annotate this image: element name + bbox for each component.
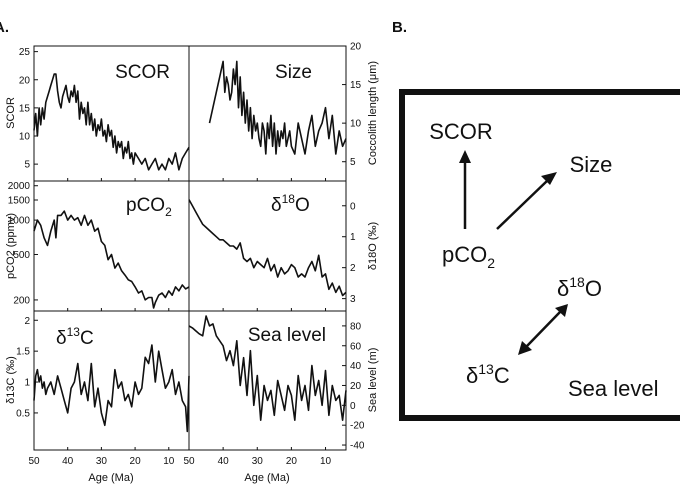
xtick-label-d13c: 50	[28, 456, 40, 467]
series-line-pco2	[33, 210, 190, 309]
ytick-label-size: 20	[350, 42, 362, 53]
series-line-d13c	[33, 344, 190, 433]
ytick-label-sealevel: 40	[350, 361, 362, 372]
ytick-label-pco2: 500	[13, 250, 30, 261]
ytick-label-pco2: 1500	[8, 195, 31, 206]
plot-marks: 510152025510152020050010001500200001230.…	[8, 42, 365, 468]
xlabel-right: Age (Ma)	[244, 472, 289, 484]
ylabel-scor: SCOR	[5, 97, 17, 129]
ytick-label-pco2: 2000	[8, 181, 31, 192]
frame-d18o	[188, 180, 347, 312]
arrow-pco2-scor	[459, 150, 471, 229]
node-pco2: pCO2	[442, 242, 495, 271]
ytick-label-scor: 10	[19, 132, 31, 143]
node-d18o-tail: O	[585, 276, 602, 301]
panel-a: 510152025510152020050010001500200001230.…	[5, 42, 379, 485]
node-size: Size	[570, 152, 613, 177]
title-scor: SCOR	[115, 62, 170, 83]
node-scor: SCOR	[429, 119, 493, 144]
title-sealevel: Sea level	[248, 325, 326, 346]
ylabel-sealevel: Sea level (m)	[367, 348, 379, 413]
ytick-label-sealevel: -40	[350, 441, 365, 452]
title-d13c-tail: C	[80, 328, 94, 349]
xtick-label-d13c: 10	[163, 456, 175, 467]
node-pco2-sub: 2	[487, 255, 495, 271]
title-pco2-main: pCO	[126, 195, 165, 216]
node-sealevel: Sea level	[568, 376, 659, 401]
title-d13c: δ13C	[56, 325, 94, 349]
ytick-label-size: 10	[350, 119, 362, 130]
ytick-label-size: 15	[350, 80, 362, 91]
xtick-label-sealevel: 50	[183, 456, 195, 467]
title-d18o: δ18O	[271, 192, 310, 216]
ytick-label-d13c: 1	[24, 378, 30, 389]
series-line-sealevel	[188, 315, 347, 422]
xtick-label-sealevel: 10	[320, 456, 332, 467]
ylabel-d13c: δ13C (‰)	[5, 356, 17, 404]
arrow-d13c-d18o-double	[518, 304, 568, 355]
series-line-size	[208, 60, 347, 155]
node-d13c: δ13C	[466, 361, 510, 388]
xlabel-left: Age (Ma)	[88, 472, 133, 484]
title-d18o-tail: O	[295, 195, 310, 216]
panel-b-letter: B.	[392, 19, 407, 36]
ytick-label-pco2: 200	[13, 295, 30, 306]
xtick-label-d13c: 20	[130, 456, 142, 467]
ytick-label-d13c: 1.5	[16, 347, 30, 358]
ytick-label-size: 5	[350, 157, 356, 168]
series-line-scor	[33, 73, 190, 171]
node-d18o-sup: 18	[569, 274, 585, 290]
ytick-label-d18o: 2	[350, 263, 356, 274]
title-d13c-sup: 13	[67, 325, 81, 339]
ylabel-pco2: pCO2 (ppmv)	[5, 213, 17, 279]
xtick-label-sealevel: 20	[286, 456, 298, 467]
xtick-label-sealevel: 30	[252, 456, 264, 467]
ytick-label-d13c: 2	[24, 316, 30, 327]
ytick-label-d18o: 1	[350, 232, 356, 243]
node-pco2-main: pCO	[442, 242, 487, 267]
xtick-label-d13c: 40	[62, 456, 74, 467]
node-d13c-sup: 13	[478, 361, 494, 377]
node-d18o-main: δ	[557, 276, 569, 301]
arrow-pco2-size	[496, 172, 557, 230]
diagram-box	[399, 89, 680, 421]
frame-pco2	[33, 180, 190, 312]
title-pco2-sub: 2	[165, 205, 172, 219]
title-pco2: pCO2	[126, 195, 172, 219]
ytick-label-scor: 20	[19, 75, 31, 86]
ytick-label-scor: 15	[19, 103, 31, 114]
title-d13c-main: δ	[56, 328, 67, 349]
ytick-label-sealevel: -20	[350, 421, 365, 432]
xtick-label-d13c: 30	[96, 456, 108, 467]
xtick-label-sealevel: 40	[218, 456, 230, 467]
series-line-d18o	[188, 199, 347, 297]
ytick-label-sealevel: 0	[350, 401, 356, 412]
node-d13c-main: δ	[466, 363, 478, 388]
ytick-label-d18o: 0	[350, 201, 356, 212]
node-d18o: δ18O	[557, 274, 602, 301]
ytick-label-sealevel: 20	[350, 381, 362, 392]
ytick-label-d13c: 0.5	[16, 408, 30, 419]
ylabel-d18o: δ18O (‰)	[367, 222, 379, 270]
panel-b: SCOR Size pCO2 δ18O δ13C Sea level	[399, 89, 680, 421]
ytick-label-scor: 25	[19, 47, 31, 58]
title-d18o-sup: 18	[282, 192, 296, 206]
frame-size	[188, 45, 347, 182]
title-d18o-main: δ	[271, 195, 282, 216]
panel-a-letter: A.	[0, 19, 9, 36]
ytick-label-pco2: 1000	[8, 216, 31, 227]
title-size: Size	[275, 62, 312, 83]
ylabel-size: Coccolith length (μm)	[367, 61, 379, 165]
ytick-label-sealevel: 80	[350, 321, 362, 332]
ytick-label-d18o: 3	[350, 294, 356, 305]
ytick-label-sealevel: 60	[350, 341, 362, 352]
node-d13c-tail: C	[494, 363, 510, 388]
ytick-label-scor: 5	[24, 160, 30, 171]
